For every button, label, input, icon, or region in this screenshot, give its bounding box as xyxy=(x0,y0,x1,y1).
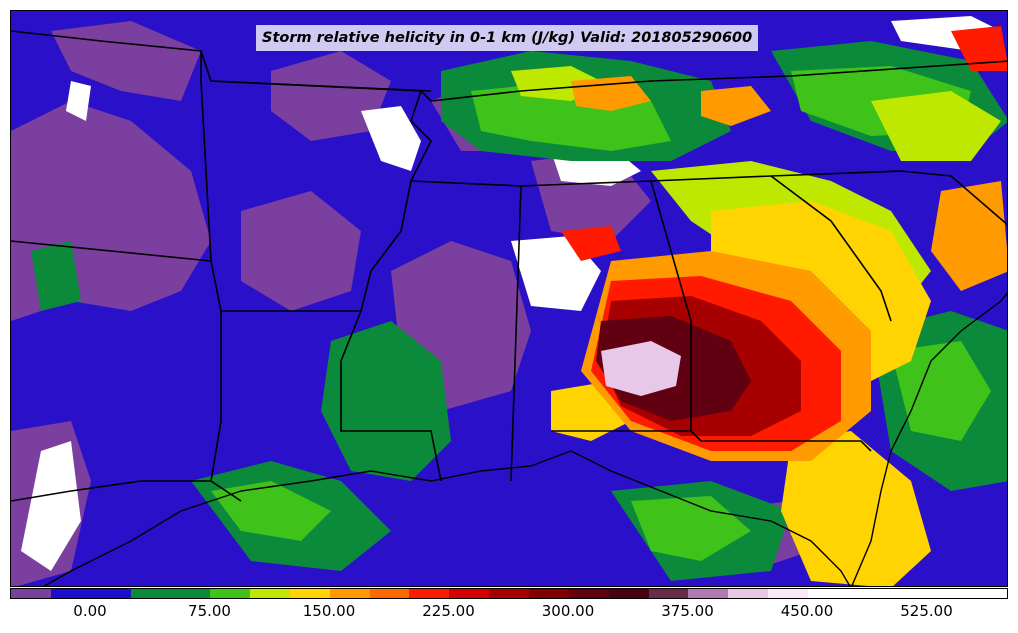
colorbar-segment xyxy=(768,589,808,598)
colorbar-segment xyxy=(329,589,370,598)
map-title: Storm relative helicity in 0-1 km (J/kg)… xyxy=(256,25,759,51)
coastline xyxy=(43,292,1007,586)
colorbar-segment xyxy=(170,589,211,598)
colorbar-segment xyxy=(688,589,729,598)
colorbar-segment xyxy=(528,589,569,598)
colorbar-segment xyxy=(50,589,91,598)
colorbar-segment xyxy=(130,589,171,598)
colorbar-segment xyxy=(728,589,769,598)
colorbar-segment xyxy=(568,589,609,598)
colorbar-tick-label: 375.00 xyxy=(661,602,714,620)
colorbar-segment xyxy=(210,589,251,598)
helicity-field-map xyxy=(11,11,1007,586)
colorbar-tick-label: 450.00 xyxy=(780,602,834,620)
colorbar-tick-label: 150.00 xyxy=(302,602,356,620)
colorbar-ticks: 0.00 75.00 150.00 225.00 300.00 375.00 450.00 5… xyxy=(10,600,1008,630)
colorbar-segment xyxy=(927,589,968,598)
colorbar-segment xyxy=(489,589,529,598)
colorbar-segment xyxy=(11,589,51,598)
colorbar-segment xyxy=(887,589,928,598)
map-panel: Storm relative helicity in 0-1 km (J/kg)… xyxy=(10,10,1008,587)
colorbar-segment xyxy=(807,589,848,598)
colorbar-tick-label: 300.00 xyxy=(541,602,595,620)
state-boundaries xyxy=(11,30,1007,502)
colorbar-segment xyxy=(250,589,290,598)
colorbar-segment xyxy=(409,589,450,598)
colorbar-tick-label: 0.00 xyxy=(73,602,107,620)
colorbar-segment xyxy=(90,589,131,598)
colorbar-tick-label: 225.00 xyxy=(422,602,475,620)
colorbar-segment xyxy=(847,589,888,598)
colorbar-segment xyxy=(369,589,410,598)
colorbar-segment xyxy=(967,589,1008,598)
colorbar-segment xyxy=(449,589,490,598)
colorbar xyxy=(10,588,1008,599)
highest-core xyxy=(601,341,681,396)
colorbar-tick-label: 525.00 xyxy=(900,602,953,620)
colorbar-segment xyxy=(289,589,330,598)
colorbar-tick-label: 75.00 xyxy=(188,602,231,620)
colorbar-segment xyxy=(608,589,649,598)
colorbar-segment xyxy=(648,589,689,598)
